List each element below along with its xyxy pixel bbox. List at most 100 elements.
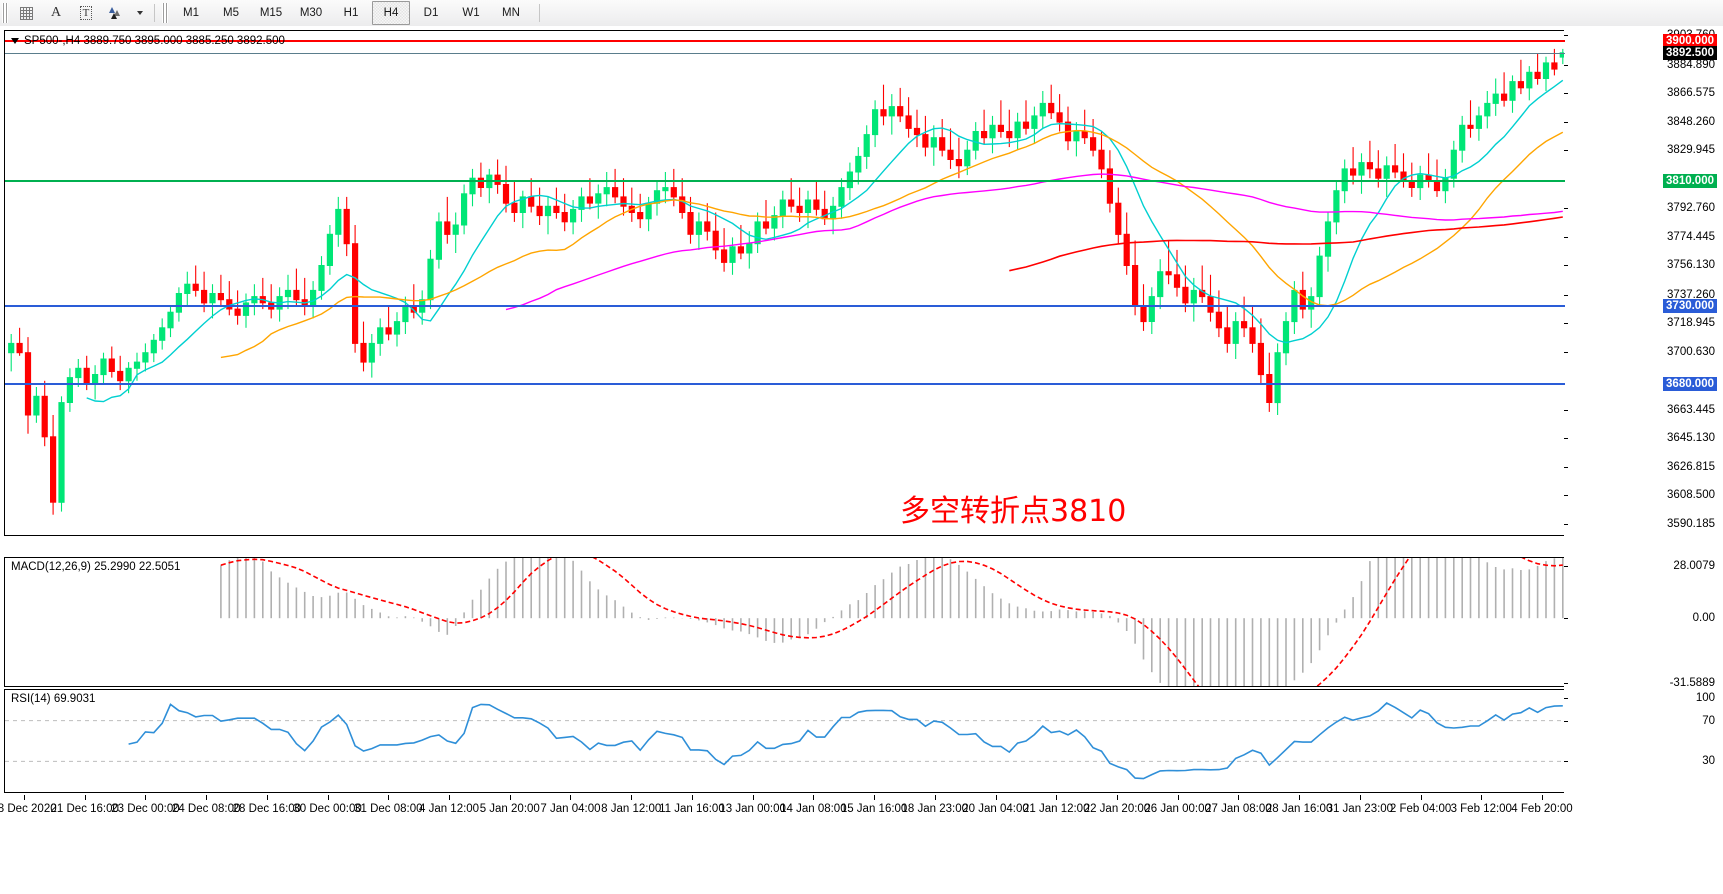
- collapse-triangle-icon[interactable]: [11, 38, 19, 44]
- price-axis-label: 3848.260: [1667, 115, 1715, 128]
- timeframe-m1[interactable]: M1: [183, 7, 199, 19]
- time-tick: [84, 795, 86, 800]
- price-level-badge-support-3730[interactable]: 3730.000: [1663, 298, 1717, 313]
- macd-pane[interactable]: MACD(12,26,9) 25.2990 22.5051: [4, 557, 1719, 687]
- rsi-pane[interactable]: RSI(14) 69.9031: [4, 689, 1719, 793]
- crosshair-tool-button[interactable]: [12, 1, 40, 25]
- toolbar-grip[interactable]: [2, 3, 8, 23]
- candle: [66, 377, 73, 404]
- candle: [846, 171, 853, 189]
- candle: [1182, 286, 1189, 304]
- level-line-3730-000[interactable]: [5, 304, 1565, 307]
- time-axis-label: 26 Jan 00:00: [1144, 803, 1211, 815]
- candle: [343, 208, 350, 245]
- candle: [1165, 271, 1172, 276]
- timeframe-m30[interactable]: M30: [299, 7, 323, 19]
- rsi-label: RSI(14) 69.9031: [11, 693, 96, 705]
- candle: [796, 205, 803, 214]
- rsi-axis: 100 70 30: [1564, 689, 1719, 793]
- candle: [100, 358, 107, 376]
- candle: [1081, 131, 1088, 139]
- candle: [1383, 165, 1390, 179]
- price-level-badge-last-price-3892[interactable]: 3892.500: [1663, 45, 1717, 60]
- level-line-3680-000[interactable]: [5, 382, 1565, 385]
- candle: [1073, 131, 1080, 142]
- chart-window: 多空转折点3810 SP500-,H4 3889.750 3895.000 38…: [0, 26, 1723, 894]
- candle: [1350, 168, 1357, 176]
- price-level-badge-support-3680[interactable]: 3680.000: [1663, 376, 1717, 391]
- candle: [1316, 255, 1323, 298]
- candle: [75, 367, 82, 379]
- symbol-header: SP500-,H4 3889.750 3895.000 3885.250 389…: [11, 35, 285, 47]
- time-tick: [1177, 795, 1179, 800]
- time-axis-label: 8 Jan 12:00: [601, 803, 662, 815]
- ma-orange: [220, 129, 1564, 359]
- candle: [477, 177, 484, 188]
- rsi-axis-label: 70: [1702, 714, 1715, 727]
- price-axis-label: 3829.945: [1667, 144, 1715, 157]
- price-tick: [1564, 294, 1568, 296]
- price-axis-label: 3645.130: [1667, 432, 1715, 445]
- time-axis-label: 3 Feb 12:00: [1450, 803, 1512, 815]
- shapes-tool-button[interactable]: [102, 1, 130, 25]
- time-tick: [327, 795, 329, 800]
- candle: [293, 289, 300, 301]
- text-tool-button[interactable]: A: [42, 1, 70, 25]
- time-tick: [388, 795, 390, 800]
- candle: [58, 402, 65, 503]
- candle: [1014, 121, 1021, 139]
- candle: [1551, 62, 1558, 70]
- level-line-3892-500[interactable]: [5, 52, 1565, 54]
- candle: [1475, 115, 1483, 129]
- time-tick: [631, 795, 633, 800]
- timeframe-h1[interactable]: H1: [343, 7, 359, 19]
- price-level-badge-resistance-3900[interactable]: 3900.000: [1663, 34, 1717, 49]
- time-axis-label: 2 Feb 04:00: [1389, 803, 1452, 815]
- price-tick: [1564, 150, 1568, 152]
- price-pane[interactable]: 多空转折点3810 SP500-,H4 3889.750 3895.000 38…: [4, 30, 1719, 536]
- price-axis-label: 3774.445: [1667, 230, 1715, 243]
- candle: [192, 283, 199, 291]
- chart-annotation[interactable]: 多空转折点3810: [900, 494, 1127, 529]
- level-line-3900-000[interactable]: [5, 40, 1565, 43]
- candle: [863, 134, 870, 157]
- macd-tick: [1564, 683, 1568, 684]
- candle: [1098, 149, 1105, 170]
- candle: [561, 212, 568, 223]
- timeframe-h4[interactable]: H4: [372, 1, 410, 25]
- timeframe-mn[interactable]: MN: [502, 7, 520, 19]
- text-box-tool-button[interactable]: T: [72, 1, 100, 25]
- candle: [1433, 180, 1441, 192]
- macd-axis-label: 28.0079: [1673, 560, 1715, 572]
- price-axis[interactable]: 3903.7603884.8903866.5753848.2603829.945…: [1564, 29, 1719, 536]
- price-level-badge-pivot-3810[interactable]: 3810.000: [1663, 174, 1717, 189]
- shapes-dropdown-button[interactable]: [132, 1, 148, 25]
- time-axis-label: 4 Jan 12:00: [418, 803, 480, 815]
- timeframe-m5[interactable]: M5: [223, 7, 239, 19]
- time-tick: [934, 795, 936, 800]
- time-tick: [813, 795, 815, 800]
- time-tick: [995, 795, 997, 800]
- candle: [670, 187, 677, 198]
- candle: [1249, 327, 1256, 344]
- timeframe-d1[interactable]: D1: [423, 7, 439, 19]
- rsi-plot-area[interactable]: [5, 690, 1718, 792]
- candle: [1341, 168, 1348, 192]
- candle: [1467, 124, 1474, 129]
- candle: [913, 127, 921, 136]
- timeframe-grip[interactable]: [162, 3, 168, 23]
- time-axis-label: 14 Jan 08:00: [780, 803, 847, 815]
- candle: [528, 196, 535, 207]
- timeframe-w1[interactable]: W1: [462, 7, 480, 19]
- price-tick: [1564, 438, 1568, 440]
- candle: [1542, 62, 1550, 79]
- candle: [377, 327, 384, 344]
- candle: [712, 230, 719, 251]
- candle: [1509, 81, 1516, 101]
- time-tick: [206, 795, 208, 800]
- macd-plot-area[interactable]: [5, 558, 1718, 686]
- price-plot-area[interactable]: 多空转折点3810: [5, 31, 1718, 535]
- level-line-3810-000[interactable]: [5, 180, 1565, 183]
- timeframe-m15[interactable]: M15: [259, 7, 283, 19]
